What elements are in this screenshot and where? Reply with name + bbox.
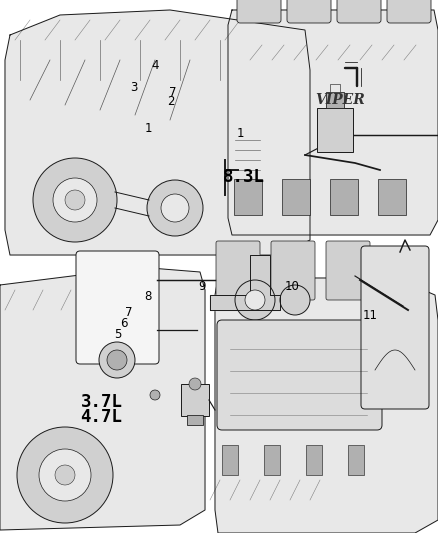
Text: 3.7L: 3.7L bbox=[81, 393, 123, 411]
Text: 4: 4 bbox=[152, 59, 159, 71]
Circle shape bbox=[245, 290, 265, 310]
Circle shape bbox=[17, 427, 113, 523]
Bar bbox=[306, 445, 322, 475]
Text: 1: 1 bbox=[236, 127, 244, 140]
Bar bbox=[317, 108, 353, 152]
Bar bbox=[181, 384, 209, 416]
FancyBboxPatch shape bbox=[217, 320, 382, 430]
Text: 4.7L: 4.7L bbox=[81, 408, 123, 426]
FancyBboxPatch shape bbox=[271, 241, 315, 300]
Bar bbox=[264, 445, 280, 475]
Polygon shape bbox=[228, 10, 438, 235]
Bar bbox=[326, 92, 344, 108]
Bar bbox=[282, 179, 310, 215]
FancyBboxPatch shape bbox=[237, 0, 281, 23]
Text: 7: 7 bbox=[125, 306, 133, 319]
Circle shape bbox=[189, 378, 201, 390]
Circle shape bbox=[235, 280, 275, 320]
Polygon shape bbox=[215, 278, 438, 533]
Text: 1: 1 bbox=[144, 123, 152, 135]
Text: 2: 2 bbox=[167, 95, 175, 108]
Polygon shape bbox=[210, 255, 280, 310]
Text: 5: 5 bbox=[114, 328, 121, 341]
Circle shape bbox=[39, 449, 91, 501]
Text: VIPER: VIPER bbox=[315, 93, 365, 107]
FancyBboxPatch shape bbox=[76, 251, 159, 364]
Text: 11: 11 bbox=[363, 309, 378, 322]
Polygon shape bbox=[5, 10, 310, 255]
Bar bbox=[330, 179, 358, 215]
Circle shape bbox=[107, 350, 127, 370]
FancyBboxPatch shape bbox=[361, 246, 429, 409]
Bar bbox=[378, 179, 406, 215]
FancyBboxPatch shape bbox=[287, 0, 331, 23]
Circle shape bbox=[53, 178, 97, 222]
Bar bbox=[187, 415, 203, 425]
Text: 8: 8 bbox=[145, 290, 152, 303]
FancyBboxPatch shape bbox=[337, 0, 381, 23]
Text: 10: 10 bbox=[285, 280, 300, 293]
FancyBboxPatch shape bbox=[326, 241, 370, 300]
FancyBboxPatch shape bbox=[387, 0, 431, 23]
Bar bbox=[330, 84, 340, 92]
Text: 7: 7 bbox=[169, 86, 177, 99]
Text: 9: 9 bbox=[198, 280, 206, 293]
Polygon shape bbox=[0, 268, 205, 530]
FancyBboxPatch shape bbox=[216, 241, 260, 300]
Circle shape bbox=[55, 465, 75, 485]
Circle shape bbox=[147, 180, 203, 236]
Circle shape bbox=[280, 285, 310, 315]
Text: 6: 6 bbox=[120, 317, 127, 330]
Bar bbox=[234, 179, 262, 215]
Circle shape bbox=[150, 390, 160, 400]
Bar bbox=[222, 445, 238, 475]
Circle shape bbox=[33, 158, 117, 242]
Circle shape bbox=[161, 194, 189, 222]
Text: 3: 3 bbox=[131, 81, 138, 94]
Circle shape bbox=[99, 342, 135, 378]
Text: 8.3L: 8.3L bbox=[223, 168, 265, 186]
Bar bbox=[348, 445, 364, 475]
Circle shape bbox=[65, 190, 85, 210]
